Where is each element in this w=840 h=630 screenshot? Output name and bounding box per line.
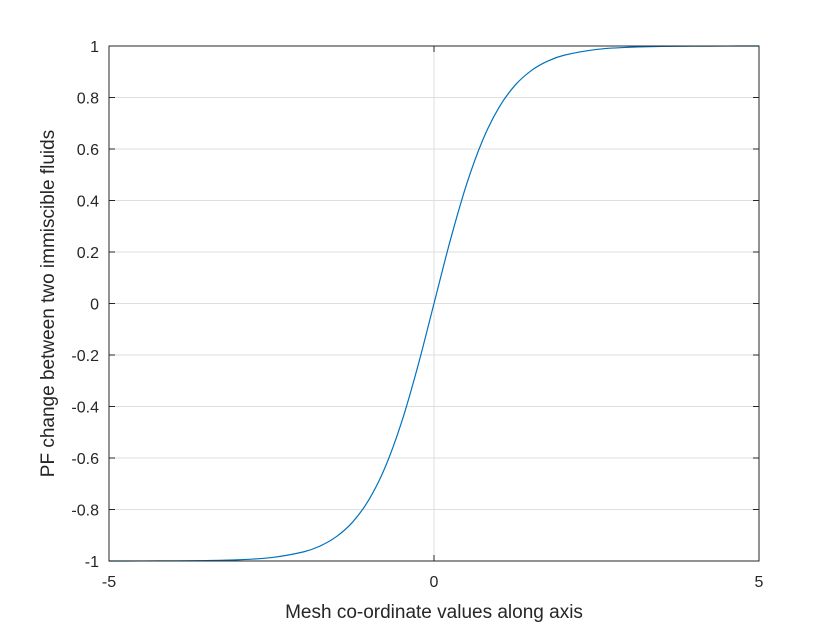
series-line [108, 45, 760, 562]
y-axis-label: PF change between two immiscible fluids [38, 130, 59, 477]
y-tick-label: -0.6 [71, 451, 99, 468]
y-tick-label: -0.4 [71, 400, 99, 417]
y-tick-label: 0 [90, 297, 99, 314]
y-tick-label: 0.6 [77, 142, 99, 159]
series-layer [108, 45, 760, 562]
y-tick-label: 0.2 [77, 245, 99, 262]
y-tick-label: 1 [90, 39, 99, 56]
x-axis-ticks: -5 0 5 [102, 46, 764, 591]
y-tick-label: -0.2 [71, 348, 99, 365]
x-tick-label: 0 [430, 574, 439, 591]
y-tick-label: 0.8 [77, 91, 99, 108]
y-tick-label: 0.4 [77, 194, 99, 211]
y-tick-label: -0.8 [71, 503, 99, 520]
y-tick-label: -1 [85, 554, 99, 571]
x-axis-label: Mesh co-ordinate values along axis [285, 602, 583, 623]
x-tick-label: 5 [755, 574, 764, 591]
y-axis-ticks: -1 -0.8 -0.6 -0.4 -0.2 0 0.2 0.4 0.6 0.8 1 [71, 39, 759, 571]
x-tick-label: -5 [102, 574, 116, 591]
